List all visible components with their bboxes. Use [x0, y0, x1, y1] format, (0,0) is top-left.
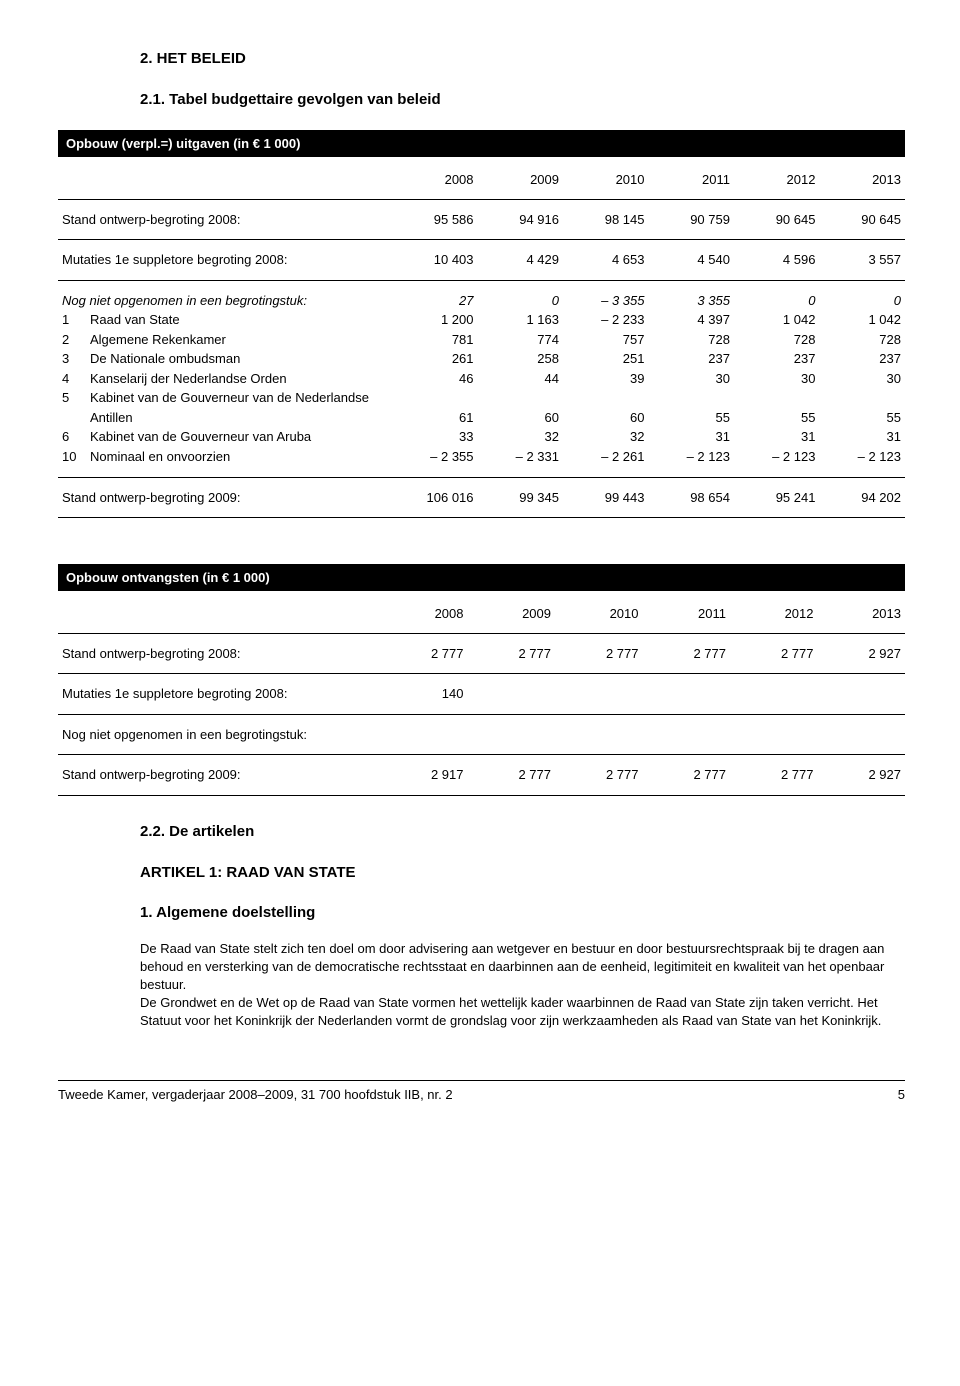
t1-mut-label: Mutaties 1e suppletore begroting 2008: — [58, 250, 386, 270]
t2-stand2009-label: Stand ontwerp-begroting 2009: — [58, 765, 380, 785]
footer-left: Tweede Kamer, vergaderjaar 2008–2009, 31… — [58, 1087, 453, 1102]
table2-header: Opbouw ontvangsten (in € 1 000) — [58, 564, 905, 591]
t1-stand2008-label: Stand ontwerp-begroting 2008: — [58, 210, 386, 230]
table1-header: Opbouw (verpl.=) uitgaven (in € 1 000) — [58, 130, 905, 157]
sub-title: 2.1. Tabel budgettaire gevolgen van bele… — [140, 91, 905, 108]
t1-y2: 2010 — [563, 157, 648, 199]
table-row: 6Kabinet van de Gouverneur van Aruba3332… — [58, 427, 905, 447]
table-row: Antillen616060555555 — [58, 408, 905, 428]
heading-doelstelling: 1. Algemene doelstelling — [140, 903, 905, 924]
t2-stand2008-label: Stand ontwerp-begroting 2008: — [58, 644, 380, 664]
table-row: 1Raad van State1 2001 163– 2 2334 3971 0… — [58, 310, 905, 330]
table-row: 2Algemene Rekenkamer781774757728728728 — [58, 330, 905, 350]
body-paragraph: De Raad van State stelt zich ten doel om… — [140, 940, 905, 1030]
footer-page: 5 — [898, 1087, 905, 1102]
t2-nog-label: Nog niet opgenomen in een begrotingstuk: — [58, 725, 380, 745]
footer: Tweede Kamer, vergaderjaar 2008–2009, 31… — [58, 1080, 905, 1102]
table-row: 10Nominaal en onvoorzien– 2 355– 2 331– … — [58, 447, 905, 467]
table-row: 4Kanselarij der Nederlandse Orden4644393… — [58, 369, 905, 389]
t1-y0: 2008 — [386, 157, 478, 199]
section-title: 2. HET BELEID — [140, 50, 905, 67]
table2: 2008 2009 2010 2011 2012 2013 Stand ontw… — [58, 591, 905, 796]
heading-artikelen: 2.2. De artikelen — [140, 822, 905, 843]
heading-artikel1: ARTIKEL 1: RAAD VAN STATE — [140, 863, 905, 884]
table-row: 5Kabinet van de Gouverneur van de Nederl… — [58, 388, 905, 408]
t1-y5: 2013 — [819, 157, 905, 199]
t1-y1: 2009 — [478, 157, 563, 199]
table-row: 3De Nationale ombudsman26125825123723723… — [58, 349, 905, 369]
t1-nog-label: Nog niet opgenomen in een begrotingstuk: — [58, 291, 386, 311]
t2-mut-label: Mutaties 1e suppletore begroting 2008: — [58, 684, 380, 704]
t1-y4: 2012 — [734, 157, 819, 199]
t1-stand2009-label: Stand ontwerp-begroting 2009: — [58, 488, 386, 508]
table1: 2008 2009 2010 2011 2012 2013 Stand ontw… — [58, 157, 905, 518]
t1-y3: 2011 — [648, 157, 733, 199]
